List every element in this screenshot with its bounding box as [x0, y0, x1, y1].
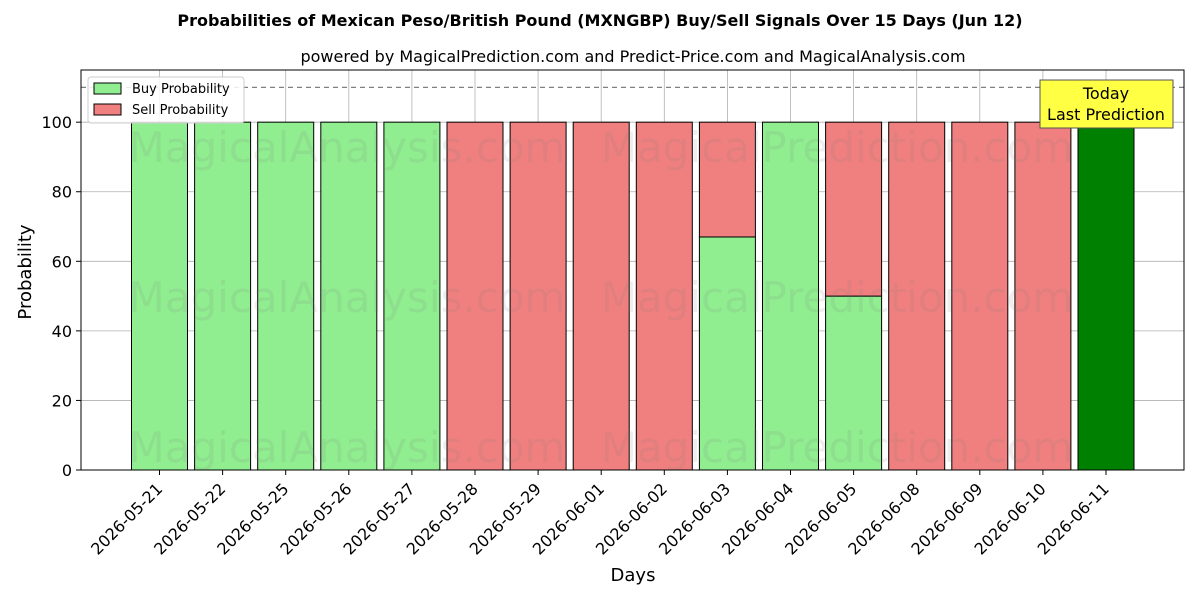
- y-tick-label: 60: [52, 252, 72, 271]
- y-tick-label: 40: [52, 322, 72, 341]
- y-tick-label: 80: [52, 183, 72, 202]
- sell-bar-2026-05-29: [509, 121, 567, 471]
- sell-bar-2026-06-05: [825, 121, 883, 297]
- sell-bar-2026-06-03: [698, 121, 756, 238]
- legend-box: [87, 76, 245, 124]
- x-axis: 2026-05-212026-05-222026-05-252026-05-26…: [87, 470, 1113, 559]
- buy-bar-2026-06-05: [825, 295, 883, 471]
- buy-bar-2026-06-04: [762, 121, 819, 471]
- watermark-text: MagicalPrediction.com: [601, 423, 1074, 472]
- buy-bar-2026-05-25: [257, 121, 315, 471]
- legend-swatch: [93, 103, 122, 116]
- buy-bar-2026-06-03: [698, 236, 756, 471]
- legend: Buy Probability Sell Probability: [87, 76, 245, 124]
- plot-frame: [80, 69, 1185, 471]
- watermark-text: MagicalAnalysis.com: [129, 423, 566, 472]
- buy-bar-2026-05-26: [320, 121, 378, 471]
- annotation-box: [1039, 79, 1174, 129]
- watermarks: MagicalAnalysis.com MagicalPrediction.com…: [129, 123, 1074, 472]
- y-tick-label: 100: [41, 113, 72, 132]
- chart-title: Probabilities of Mexican Peso/British Po…: [177, 11, 1022, 30]
- sell-bar-2026-06-08: [888, 121, 946, 471]
- watermark-text: MagicalPrediction.com: [601, 273, 1074, 322]
- y-axis: 0 20 40 60 80 100: [41, 113, 81, 480]
- watermark-text: MagicalAnalysis.com: [129, 123, 566, 172]
- legend-label: Sell Probability: [132, 103, 229, 118]
- watermark-text: MagicalPrediction.com: [601, 123, 1074, 172]
- legend-swatch: [93, 82, 122, 95]
- sell-bar-2026-06-01: [572, 121, 630, 471]
- sell-bar-2026-05-28: [446, 121, 504, 471]
- buy-bar-2026-06-11: [1077, 121, 1135, 471]
- annotation-line: Last Prediction: [1047, 105, 1165, 124]
- buy-bar-2026-05-27: [383, 121, 441, 471]
- annotation-line: Today: [1082, 84, 1129, 103]
- y-tick-label: 0: [62, 461, 72, 480]
- watermark-text: MagicalAnalysis.com: [129, 273, 566, 322]
- sell-bar-2026-06-02: [635, 121, 693, 471]
- legend-label: Buy Probability: [132, 82, 230, 97]
- sell-bar-2026-06-09: [951, 121, 1009, 471]
- x-axis-label: Days: [611, 565, 656, 586]
- chart-subtitle: powered by MagicalPrediction.com and Pre…: [300, 47, 965, 66]
- sell-bar-2026-06-10: [1014, 121, 1072, 471]
- bars: [131, 121, 1135, 471]
- today-annotation: Today Last Prediction: [1039, 79, 1174, 129]
- y-tick-label: 20: [52, 391, 72, 410]
- y-axis-label: Probability: [15, 224, 36, 319]
